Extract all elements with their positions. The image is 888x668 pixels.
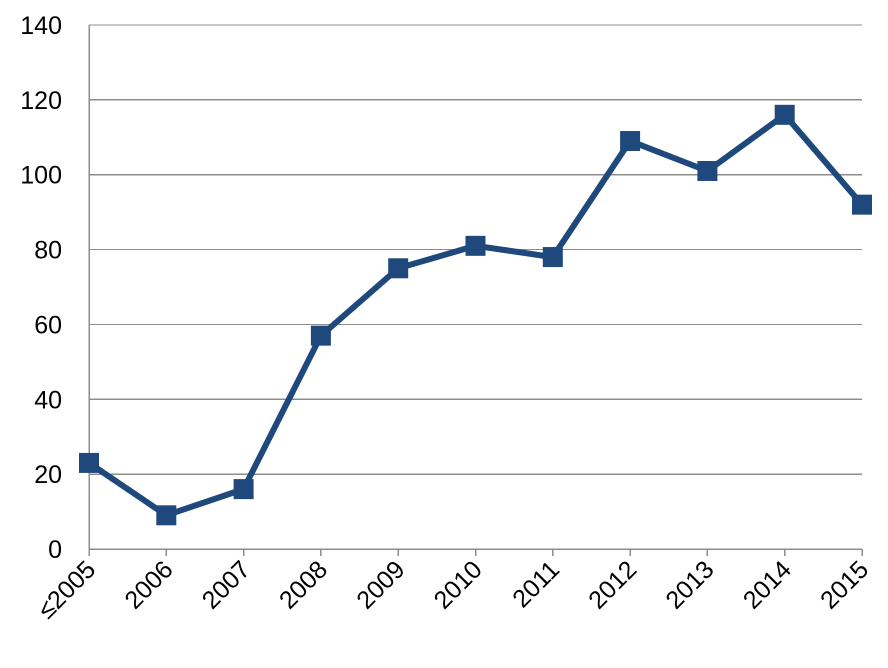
y-tick-label: 20 [34, 461, 62, 489]
data-point-marker [852, 194, 872, 215]
x-tick-label: 2015 [815, 555, 874, 614]
x-tick-label: 2009 [351, 555, 410, 614]
y-tick-label: 140 [20, 12, 62, 40]
data-point-marker [542, 247, 563, 268]
y-tick-label: 100 [20, 162, 62, 190]
x-tick-label: 2008 [274, 555, 333, 614]
y-tick-label: 60 [34, 311, 62, 339]
data-point-marker [697, 160, 718, 181]
y-axis-ticks: 0 20 40 60 80 100 120 140 [20, 12, 62, 564]
x-tick-label: 2012 [583, 555, 642, 614]
data-point-marker [310, 325, 331, 346]
series-group [79, 104, 872, 526]
x-axis-ticks: ≤2005 2006 2007 2008 2009 2010 2011 2012 2013 201… [32, 555, 874, 624]
x-tick-label: 2014 [738, 555, 797, 614]
y-tick-label: 120 [20, 87, 62, 115]
gridlines [89, 24, 862, 475]
data-point-marker [620, 131, 641, 152]
x-tick-label: 2011 [507, 555, 565, 613]
x-tick-label: 2010 [429, 555, 488, 614]
axes [88, 25, 863, 556]
x-tick-label: 2013 [661, 555, 720, 614]
data-point-marker [774, 104, 795, 125]
data-point-marker [156, 505, 177, 526]
data-point-marker [233, 479, 254, 500]
y-tick-label: 0 [48, 536, 62, 564]
x-tick-label: ≤2005 [32, 555, 101, 624]
data-point-marker [388, 258, 409, 279]
x-tick-label: 2006 [119, 555, 178, 614]
y-tick-label: 80 [34, 237, 62, 265]
x-tick-label: 2007 [197, 555, 256, 614]
y-tick-label: 40 [34, 386, 62, 414]
data-point-marker [465, 235, 486, 256]
data-point-marker [79, 452, 99, 473]
